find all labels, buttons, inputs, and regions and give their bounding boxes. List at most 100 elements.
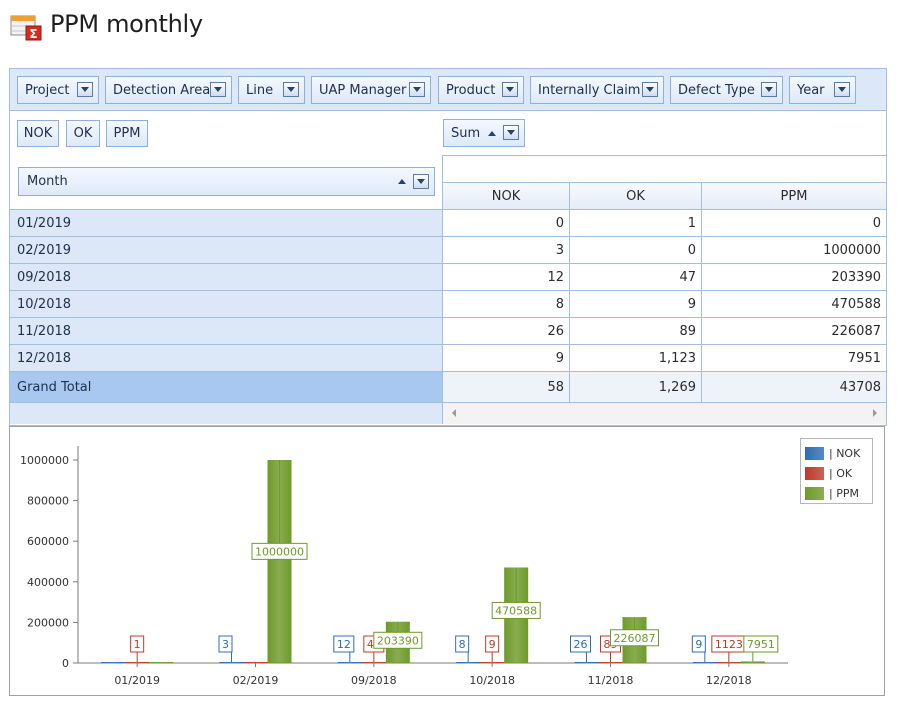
filter-field-label: Detection Area — [113, 82, 211, 98]
row-field-month[interactable]: Month — [18, 167, 435, 196]
filter-dropdown-icon[interactable] — [409, 82, 425, 97]
filter-dropdown-icon[interactable] — [642, 82, 658, 97]
filter-field-project[interactable]: Project — [17, 76, 99, 104]
data-label-box — [218, 635, 233, 653]
cell-nok: 12 — [442, 264, 569, 290]
data-label: 203390 — [377, 634, 419, 647]
filter-field-label: Year — [797, 82, 825, 98]
column-header-nok[interactable]: NOK — [442, 183, 569, 210]
pivot-body: 01/2019 0 1 0 02/2019 3 0 1000000 09/201… — [10, 209, 886, 424]
data-label: 12 — [337, 638, 351, 651]
filter-field-label: Defect Type — [678, 82, 755, 98]
scrollbar-row — [10, 402, 886, 424]
cell-ppm: 7951 — [701, 345, 886, 371]
sort-ascending-icon[interactable] — [398, 179, 406, 184]
filter-field-line[interactable]: Line — [238, 76, 305, 104]
filter-field-internally-claim[interactable]: Internally Claim — [530, 76, 664, 104]
cell-ppm: 203390 — [701, 264, 886, 290]
cell-nok: 26 — [442, 318, 569, 344]
y-tick-label: 0 — [62, 657, 69, 670]
bar-ok — [480, 662, 505, 663]
table-row: 02/2019 3 0 1000000 — [10, 236, 886, 263]
table-row: 11/2018 26 89 226087 — [10, 317, 886, 344]
row-header[interactable]: 02/2019 — [10, 237, 442, 263]
cell-ppm-total: 43708 — [701, 372, 886, 402]
data-label: 1123 — [715, 638, 743, 651]
data-label: 1000000 — [255, 545, 304, 558]
row-header[interactable]: 10/2018 — [10, 291, 442, 317]
table-row: 12/2018 9 1,123 7951 — [10, 344, 886, 371]
data-field-ppm[interactable]: PPM — [106, 120, 148, 147]
column-field-sum[interactable]: Sum — [443, 119, 525, 147]
filter-field-uap-manager[interactable]: UAP Manager — [311, 76, 431, 104]
column-header-ok[interactable]: OK — [569, 183, 701, 210]
data-label: 470588 — [495, 604, 537, 617]
cell-ok: 1 — [569, 210, 701, 236]
scroll-right-icon[interactable] — [873, 409, 877, 417]
row-header[interactable]: 01/2019 — [10, 210, 442, 236]
x-tick-label: 01/2019 — [114, 674, 160, 687]
data-field-ok[interactable]: OK — [66, 120, 100, 147]
bar-nok — [219, 662, 244, 663]
cell-nok: 0 — [442, 210, 569, 236]
row-header[interactable]: 11/2018 — [10, 318, 442, 344]
column-header-ppm[interactable]: PPM — [701, 183, 886, 210]
legend-label: | PPM — [829, 486, 859, 500]
data-label-box — [743, 635, 779, 653]
cell-ppm: 470588 — [701, 291, 886, 317]
filter-field-detection-area[interactable]: Detection Area — [105, 76, 232, 104]
data-and-row-header-area: NOK OK PPM Month — [10, 112, 442, 209]
data-label: 226087 — [614, 632, 656, 645]
cell-ppm: 1000000 — [701, 237, 886, 263]
filter-dropdown-icon[interactable] — [77, 82, 93, 97]
bar-ok — [716, 662, 741, 663]
horizontal-scrollbar[interactable] — [442, 403, 886, 424]
filter-field-product[interactable]: Product — [438, 76, 524, 104]
table-row: 01/2019 0 1 0 — [10, 209, 886, 236]
cell-ok: 1,123 — [569, 345, 701, 371]
table-row: 10/2018 8 9 470588 — [10, 290, 886, 317]
filter-dropdown-icon[interactable] — [210, 82, 226, 97]
filter-dropdown-icon[interactable] — [502, 82, 518, 97]
data-label: 9 — [489, 638, 496, 651]
cell-nok: 3 — [442, 237, 569, 263]
filter-dropdown-icon[interactable] — [761, 82, 777, 97]
data-label: 9 — [695, 638, 702, 651]
legend-swatch-ok — [805, 466, 824, 480]
filter-field-defect-type[interactable]: Defect Type — [670, 76, 783, 104]
filter-field-label: Internally Claim — [538, 82, 641, 98]
data-label: 8 — [459, 638, 466, 651]
filter-dropdown-icon[interactable] — [834, 82, 850, 97]
y-tick-label: 400000 — [27, 576, 69, 589]
data-field-nok[interactable]: NOK — [17, 120, 59, 147]
grand-total-label: Grand Total — [10, 372, 442, 402]
x-tick-label: 12/2018 — [706, 674, 752, 687]
bar-ok — [243, 662, 268, 663]
data-label-box — [251, 542, 308, 560]
column-field-dropdown-icon[interactable] — [503, 125, 519, 140]
data-label-box — [570, 635, 591, 653]
cell-ok: 89 — [569, 318, 701, 344]
scroll-left-icon[interactable] — [452, 409, 456, 417]
legend-item-nok: | NOK — [801, 443, 872, 463]
filter-dropdown-icon[interactable] — [283, 82, 299, 97]
data-label-box — [610, 629, 659, 647]
data-label-box — [333, 635, 355, 653]
filter-field-year[interactable]: Year — [789, 76, 856, 104]
column-headers: NOK OK PPM — [442, 182, 886, 210]
data-label-box — [373, 631, 423, 649]
chart-legend: | NOK | OK | PPM — [800, 438, 873, 504]
bar-nok — [574, 662, 599, 663]
cell-nok: 8 — [442, 291, 569, 317]
sort-ascending-icon[interactable] — [488, 131, 496, 136]
column-header-band — [442, 155, 886, 182]
svg-text:Σ: Σ — [29, 27, 37, 41]
grand-total-row: Grand Total 58 1,269 43708 — [10, 371, 886, 402]
column-field-label: Sum — [451, 125, 481, 141]
row-header[interactable]: 12/2018 — [10, 345, 442, 371]
data-label-box — [691, 635, 706, 653]
data-label-box — [491, 601, 541, 619]
row-field-dropdown-icon[interactable] — [413, 174, 429, 189]
y-tick-label: 1000000 — [20, 454, 69, 467]
row-header[interactable]: 09/2018 — [10, 264, 442, 290]
